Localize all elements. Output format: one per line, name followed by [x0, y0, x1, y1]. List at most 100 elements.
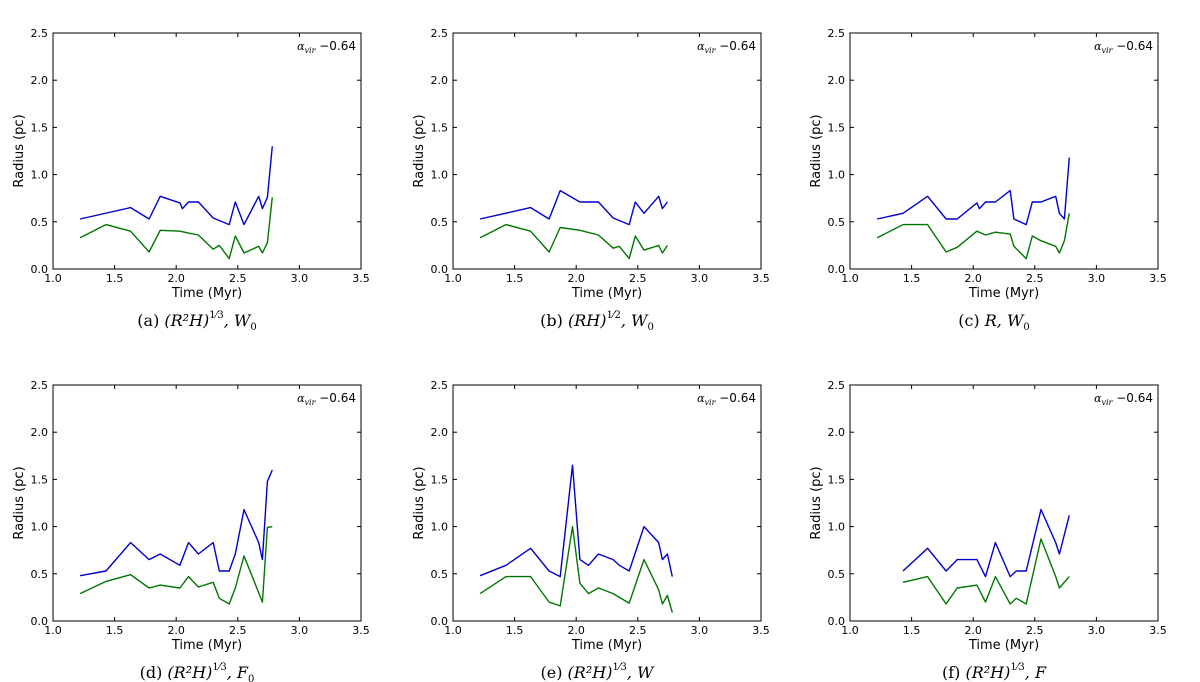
x-tick-label: 1.0: [444, 624, 462, 637]
chart-panel-b: 1.0 1.5 2.0 2.5 3.0 3.50.00.51.01.52.02.5Time…: [412, 27, 770, 333]
y-tick-label: 2.0: [828, 74, 846, 87]
series-line-2: [79, 197, 273, 260]
axes-frame: [849, 32, 1159, 270]
x-tick-label: 2.0: [964, 272, 982, 285]
y-tick-label: 2.5: [31, 379, 49, 392]
y-axis-label: Radius (pc): [809, 466, 824, 539]
panel-caption: (d) (R²H)1⁄3, F0: [140, 662, 255, 682]
y-tick-label: 0.5: [828, 216, 846, 229]
y-tick-label: 1.5: [431, 473, 449, 486]
x-tick-label: 2.5: [229, 624, 247, 637]
x-tick-label: 3.0: [291, 624, 309, 637]
x-axis-label: Time (Myr): [571, 286, 642, 301]
x-tick-label: 2.5: [629, 272, 647, 285]
x-tick-label: 3.0: [691, 272, 709, 285]
x-axis-label: Time (Myr): [571, 638, 642, 653]
series-line-1: [479, 189, 668, 226]
y-tick-label: 0.5: [828, 568, 846, 581]
x-tick-label: 3.5: [352, 624, 370, 637]
series-line-2: [479, 525, 673, 613]
chart-panel-d: 1.0 1.5 2.0 2.5 3.0 3.50.00.51.01.52.02.5Time…: [12, 379, 370, 682]
axes-frame: [52, 32, 362, 270]
series-line-2: [479, 223, 668, 260]
x-tick-label: 1.0: [841, 624, 859, 637]
y-tick-label: 1.5: [828, 121, 846, 134]
y-tick-label: 2.5: [828, 27, 846, 40]
y-tick-label: 0.5: [431, 568, 449, 581]
chart-panel-c: 1.0 1.5 2.0 2.5 3.0 3.50.00.51.01.52.02.5Time…: [809, 27, 1167, 333]
y-tick-label: 0.0: [431, 263, 449, 276]
y-axis-label: Radius (pc): [412, 466, 427, 539]
series-line-2: [876, 213, 1070, 260]
chart-panel-a: 1.0 1.5 2.0 2.5 3.0 3.50.00.51.01.52.02.5Time…: [12, 27, 370, 333]
y-tick-label: 2.5: [431, 379, 449, 392]
y-tick-label: 0.0: [828, 263, 846, 276]
y-tick-label: 0.0: [828, 615, 846, 628]
alpha-vir-annotation: αvir −0.64: [297, 391, 356, 407]
y-axis-label: Radius (pc): [809, 114, 824, 187]
axes-frame: [849, 384, 1159, 622]
x-tick-label: 1.0: [44, 624, 62, 637]
y-tick-label: 2.0: [828, 426, 846, 439]
x-tick-label: 2.0: [964, 624, 982, 637]
x-tick-label: 1.5: [106, 624, 124, 637]
y-tick-label: 0.5: [31, 216, 49, 229]
axes-frame: [452, 32, 762, 270]
x-tick-label: 3.5: [1149, 624, 1167, 637]
y-axis-label: Radius (pc): [412, 114, 427, 187]
series-line-1: [876, 157, 1070, 226]
panel-caption: (c) R, W0: [958, 311, 1030, 333]
axes-frame: [52, 384, 362, 622]
y-tick-label: 2.5: [31, 27, 49, 40]
x-tick-label: 2.0: [167, 272, 185, 285]
y-tick-label: 2.0: [431, 74, 449, 87]
x-tick-label: 1.5: [506, 624, 524, 637]
panel-caption: (b) (RH)1⁄2, W0: [540, 310, 654, 333]
y-tick-label: 0.5: [31, 568, 49, 581]
x-tick-label: 2.5: [1026, 624, 1044, 637]
y-tick-label: 1.0: [31, 169, 49, 182]
x-tick-label: 3.0: [1088, 272, 1106, 285]
x-axis-label: Time (Myr): [968, 638, 1039, 653]
x-tick-label: 2.5: [229, 272, 247, 285]
y-tick-label: 1.5: [431, 121, 449, 134]
x-tick-label: 2.0: [167, 624, 185, 637]
y-tick-label: 2.0: [31, 74, 49, 87]
series-line-1: [79, 469, 273, 577]
alpha-vir-annotation: αvir −0.64: [697, 391, 756, 407]
y-tick-label: 1.5: [31, 121, 49, 134]
y-tick-label: 2.0: [31, 426, 49, 439]
series-line-1: [479, 464, 673, 578]
y-tick-label: 0.5: [431, 216, 449, 229]
x-tick-label: 3.5: [752, 624, 770, 637]
series-line-2: [79, 525, 273, 605]
x-tick-label: 3.0: [691, 624, 709, 637]
x-tick-label: 1.0: [444, 272, 462, 285]
x-tick-label: 2.0: [567, 272, 585, 285]
x-tick-label: 2.0: [567, 624, 585, 637]
panel-caption: (e) (R²H)1⁄3, W: [541, 662, 656, 682]
y-tick-label: 1.0: [431, 169, 449, 182]
y-axis-label: Radius (pc): [12, 466, 27, 539]
chart-panel-f: 1.0 1.5 2.0 2.5 3.0 3.50.00.51.01.52.02.5Time…: [809, 379, 1167, 682]
y-tick-label: 1.5: [31, 473, 49, 486]
series-line-2: [902, 538, 1070, 605]
x-tick-label: 1.5: [903, 272, 921, 285]
y-tick-label: 1.0: [431, 521, 449, 534]
y-tick-label: 0.0: [431, 615, 449, 628]
x-tick-label: 3.5: [752, 272, 770, 285]
x-tick-label: 3.5: [1149, 272, 1167, 285]
x-tick-label: 1.0: [44, 272, 62, 285]
panel-caption: (a) (R²H)1⁄3, W0: [137, 310, 256, 333]
panel-caption: (f) (R²H)1⁄3, F: [942, 662, 1047, 682]
x-tick-label: 1.5: [903, 624, 921, 637]
alpha-vir-annotation: αvir −0.64: [697, 39, 756, 55]
y-axis-label: Radius (pc): [12, 114, 27, 187]
y-tick-label: 0.0: [31, 615, 49, 628]
x-tick-label: 1.0: [841, 272, 859, 285]
x-tick-label: 3.5: [352, 272, 370, 285]
alpha-vir-annotation: αvir −0.64: [297, 39, 356, 55]
y-tick-label: 2.5: [828, 379, 846, 392]
series-line-1: [79, 146, 273, 226]
